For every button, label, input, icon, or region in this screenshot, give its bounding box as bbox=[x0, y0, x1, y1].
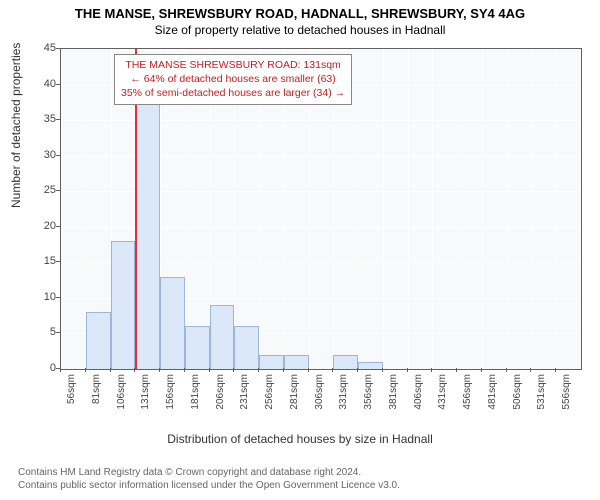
x-tick-label: 481sqm bbox=[487, 374, 498, 414]
gridline-v bbox=[383, 49, 384, 369]
x-tick-mark bbox=[85, 368, 86, 372]
y-tick-mark bbox=[56, 332, 60, 333]
bar bbox=[160, 277, 185, 369]
x-tick-mark bbox=[233, 368, 234, 372]
x-tick-label: 356sqm bbox=[363, 374, 374, 414]
y-tick-label: 40 bbox=[16, 78, 56, 90]
legend-line-2: ← 64% of detached houses are smaller (63… bbox=[121, 72, 345, 86]
x-tick-label: 81sqm bbox=[91, 374, 102, 414]
x-tick-mark bbox=[357, 368, 358, 372]
y-tick-mark bbox=[56, 119, 60, 120]
y-tick-label: 0 bbox=[16, 362, 56, 374]
x-tick-mark bbox=[530, 368, 531, 372]
gridline-v bbox=[457, 49, 458, 369]
gridline-v bbox=[432, 49, 433, 369]
x-tick-label: 281sqm bbox=[289, 374, 300, 414]
y-tick-label: 25 bbox=[16, 184, 56, 196]
y-tick-label: 20 bbox=[16, 220, 56, 232]
gridline-v bbox=[358, 49, 359, 369]
x-tick-label: 506sqm bbox=[512, 374, 523, 414]
x-tick-mark bbox=[209, 368, 210, 372]
x-tick-mark bbox=[382, 368, 383, 372]
y-tick-label: 35 bbox=[16, 113, 56, 125]
x-tick-mark bbox=[308, 368, 309, 372]
x-tick-mark bbox=[159, 368, 160, 372]
y-tick-label: 30 bbox=[16, 149, 56, 161]
source-attribution: Contains HM Land Registry data © Crown c… bbox=[18, 466, 400, 492]
x-tick-label: 331sqm bbox=[338, 374, 349, 414]
x-tick-label: 256sqm bbox=[264, 374, 275, 414]
x-tick-label: 531sqm bbox=[536, 374, 547, 414]
x-tick-label: 381sqm bbox=[388, 374, 399, 414]
x-tick-mark bbox=[407, 368, 408, 372]
x-tick-mark bbox=[555, 368, 556, 372]
bar bbox=[111, 241, 136, 369]
bar bbox=[358, 362, 383, 369]
legend-box: THE MANSE SHREWSBURY ROAD: 131sqm ← 64% … bbox=[114, 54, 352, 105]
y-tick-label: 45 bbox=[16, 42, 56, 54]
y-tick-mark bbox=[56, 261, 60, 262]
x-tick-label: 431sqm bbox=[437, 374, 448, 414]
legend-line-3: 35% of semi-detached houses are larger (… bbox=[121, 86, 345, 100]
y-tick-mark bbox=[56, 155, 60, 156]
bar bbox=[210, 305, 235, 369]
gridline-v bbox=[482, 49, 483, 369]
bar bbox=[333, 355, 358, 369]
bar bbox=[185, 326, 210, 369]
x-tick-mark bbox=[283, 368, 284, 372]
x-tick-label: 56sqm bbox=[66, 374, 77, 414]
x-tick-label: 306sqm bbox=[314, 374, 325, 414]
x-tick-mark bbox=[506, 368, 507, 372]
x-tick-mark bbox=[332, 368, 333, 372]
gridline-v bbox=[531, 49, 532, 369]
bar bbox=[284, 355, 309, 369]
x-tick-mark bbox=[481, 368, 482, 372]
x-tick-label: 181sqm bbox=[190, 374, 201, 414]
y-tick-mark bbox=[56, 84, 60, 85]
gridline-v bbox=[556, 49, 557, 369]
chart-title: THE MANSE, SHREWSBURY ROAD, HADNALL, SHR… bbox=[0, 0, 600, 21]
chart-subtitle: Size of property relative to detached ho… bbox=[0, 21, 600, 37]
y-tick-label: 15 bbox=[16, 255, 56, 267]
legend-line-1: THE MANSE SHREWSBURY ROAD: 131sqm bbox=[121, 58, 345, 72]
source-line-2: Contains public sector information licen… bbox=[18, 479, 400, 492]
y-tick-mark bbox=[56, 226, 60, 227]
x-tick-label: 406sqm bbox=[413, 374, 424, 414]
x-tick-label: 456sqm bbox=[462, 374, 473, 414]
x-tick-mark bbox=[134, 368, 135, 372]
x-tick-mark bbox=[184, 368, 185, 372]
x-tick-label: 106sqm bbox=[116, 374, 127, 414]
y-tick-label: 5 bbox=[16, 326, 56, 338]
x-tick-mark bbox=[431, 368, 432, 372]
x-tick-mark bbox=[456, 368, 457, 372]
bar bbox=[135, 85, 160, 369]
x-tick-label: 131sqm bbox=[140, 374, 151, 414]
chart-container: THE MANSE, SHREWSBURY ROAD, HADNALL, SHR… bbox=[0, 0, 600, 500]
y-tick-label: 10 bbox=[16, 291, 56, 303]
y-tick-mark bbox=[56, 297, 60, 298]
gridline-v bbox=[507, 49, 508, 369]
x-tick-mark bbox=[258, 368, 259, 372]
x-tick-label: 206sqm bbox=[215, 374, 226, 414]
gridline-v bbox=[408, 49, 409, 369]
source-line-1: Contains HM Land Registry data © Crown c… bbox=[18, 466, 400, 479]
bar bbox=[259, 355, 284, 369]
bar bbox=[86, 312, 111, 369]
x-tick-label: 231sqm bbox=[239, 374, 250, 414]
x-tick-mark bbox=[110, 368, 111, 372]
bar bbox=[234, 326, 259, 369]
x-tick-mark bbox=[60, 368, 61, 372]
x-tick-label: 156sqm bbox=[165, 374, 176, 414]
y-tick-mark bbox=[56, 48, 60, 49]
x-axis-label: Distribution of detached houses by size … bbox=[0, 432, 600, 446]
y-axis-label: Number of detached properties bbox=[9, 43, 23, 208]
x-tick-label: 556sqm bbox=[561, 374, 572, 414]
y-tick-mark bbox=[56, 190, 60, 191]
